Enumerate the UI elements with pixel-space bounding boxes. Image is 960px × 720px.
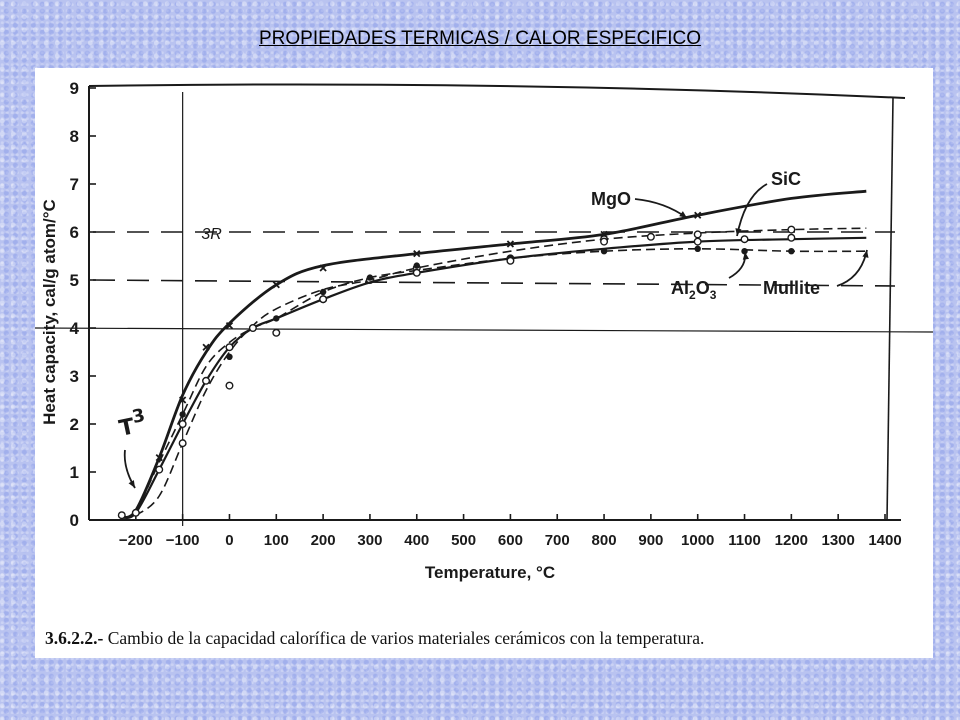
data-point-mullite	[319, 295, 328, 304]
data-point-mullite	[178, 420, 187, 429]
data-point-mullite	[225, 343, 234, 352]
data-point-mgo	[413, 249, 421, 258]
y-tick-label: 2	[70, 415, 79, 434]
annotation-arrow-mullite	[836, 249, 868, 287]
series-line-al2o3	[121, 247, 867, 519]
annotation-mullite: Mullite	[763, 278, 820, 298]
data-point-mullite	[202, 376, 211, 385]
x-tick-label: 1400	[868, 532, 901, 549]
annotation-arrow-mgo-head	[679, 211, 687, 218]
data-point-al2o3	[741, 248, 748, 255]
x-tick-label: 800	[592, 532, 617, 549]
horizontal-guide-line	[35, 327, 933, 333]
y-axis-title: Heat capacity, cal/g atom/°C	[40, 199, 59, 425]
data-point-al2o3	[319, 288, 327, 296]
y-tick-label: 8	[70, 127, 79, 146]
data-point-mullite	[412, 268, 421, 277]
data-point-sic	[178, 439, 187, 448]
heat-capacity-chart: 0 1 2 3 4 5 6 7 8 9 −200 −100 0 100 200 300 400 500 600 700…	[35, 79, 933, 582]
x-axis-title: Temperature, °C	[425, 563, 555, 582]
annotation-sic: SiC	[771, 169, 801, 189]
page-title-text: PROPIEDADES TERMICAS / CALOR ESPECIFICO	[258, 28, 702, 49]
x-tick-label: 900	[638, 532, 663, 549]
plot-top-border	[88, 83, 906, 99]
data-point-sic	[693, 230, 702, 239]
data-point-al2o3	[366, 274, 374, 281]
data-point-al2o3	[179, 411, 186, 418]
caption-number: 3.6.2.2.-	[45, 628, 104, 648]
caption-text: Cambio de la capacidad calorífica de var…	[107, 628, 705, 648]
data-point-mullite	[506, 256, 515, 265]
data-point-al2o3	[788, 248, 795, 255]
data-point-al2o3	[413, 262, 420, 269]
x-tick-label: 300	[357, 532, 382, 549]
annotation-arrow-al2o3-head	[742, 252, 750, 260]
annotation-arrow-t-cubed-head	[128, 480, 135, 488]
data-point-mullite	[117, 511, 126, 520]
annotation-arrow-sic-head	[735, 228, 742, 236]
x-tick-label: 500	[451, 532, 476, 549]
y-tick-label: 6	[70, 223, 79, 242]
data-point-mgo	[272, 281, 280, 289]
annotation-arrow-mgo	[634, 198, 688, 219]
x-tick-label: 1000	[681, 532, 714, 549]
y-tick-label: 5	[70, 271, 79, 290]
plot-right-border	[886, 97, 894, 521]
y-tick-label: 1	[70, 463, 79, 482]
x-tick-label: −200	[119, 532, 153, 549]
x-tick-label: 1100	[728, 532, 761, 549]
data-point-mgo	[179, 396, 187, 404]
x-tick-label: 0	[225, 532, 233, 549]
data-point-mgo	[225, 321, 234, 330]
data-point-mullite	[131, 508, 140, 517]
data-point-sic	[272, 328, 281, 337]
annotation-mgo: MgO	[591, 189, 631, 209]
series-line-mullite	[121, 236, 867, 519]
data-point-mullite	[787, 233, 796, 242]
data-point-mgo	[506, 240, 515, 248]
data-point-sic	[225, 381, 234, 390]
data-point-mgo	[319, 264, 327, 272]
annotation-arrow-sic	[736, 183, 768, 237]
data-point-mgo	[694, 211, 702, 219]
data-point-mullite	[693, 237, 702, 246]
data-point-al2o3	[226, 353, 233, 360]
data-point-sic	[646, 232, 655, 241]
x-tick-label: 200	[311, 532, 336, 549]
y-tick-label: 7	[70, 175, 79, 194]
data-point-al2o3	[694, 245, 701, 252]
figure-caption: 3.6.2.2.- Cambio de la capacidad caloríf…	[45, 628, 925, 649]
x-tick-label: −100	[166, 532, 200, 549]
data-point-mullite	[248, 324, 257, 333]
x-tick-label: 1200	[775, 532, 808, 549]
annotation-t-cubed: T3	[116, 405, 150, 442]
x-tick-label: 100	[264, 532, 289, 549]
y-tick-label: 3	[70, 367, 79, 386]
data-point-mullite	[600, 237, 609, 246]
annotation-arrow-mullite-head	[862, 250, 869, 258]
x-tick-label: 1300	[821, 532, 854, 549]
y-tick-label: 4	[70, 319, 80, 338]
annotation-arrow-al2o3	[728, 251, 747, 279]
annotation-al2o3: Al2O3	[671, 278, 717, 302]
x-tick-label: 600	[498, 532, 523, 549]
reference-line-label: 3R	[201, 226, 222, 243]
series-line-sic	[121, 227, 867, 519]
data-point-mullite	[740, 235, 749, 244]
y-tick-label: 0	[70, 511, 79, 530]
x-tick-label: 700	[545, 532, 570, 549]
page-title: PROPIEDADES TERMICAS / CALOR ESPECIFICO	[0, 28, 960, 50]
y-tick-label: 9	[70, 79, 79, 98]
figure-panel: 0 1 2 3 4 5 6 7 8 9 −200 −100 0 100 200 300 400 500 600 700…	[35, 68, 933, 658]
x-tick-label: 400	[404, 532, 429, 549]
data-point-mgo	[202, 343, 210, 351]
data-point-sic	[787, 225, 796, 234]
data-point-mullite	[155, 465, 164, 474]
